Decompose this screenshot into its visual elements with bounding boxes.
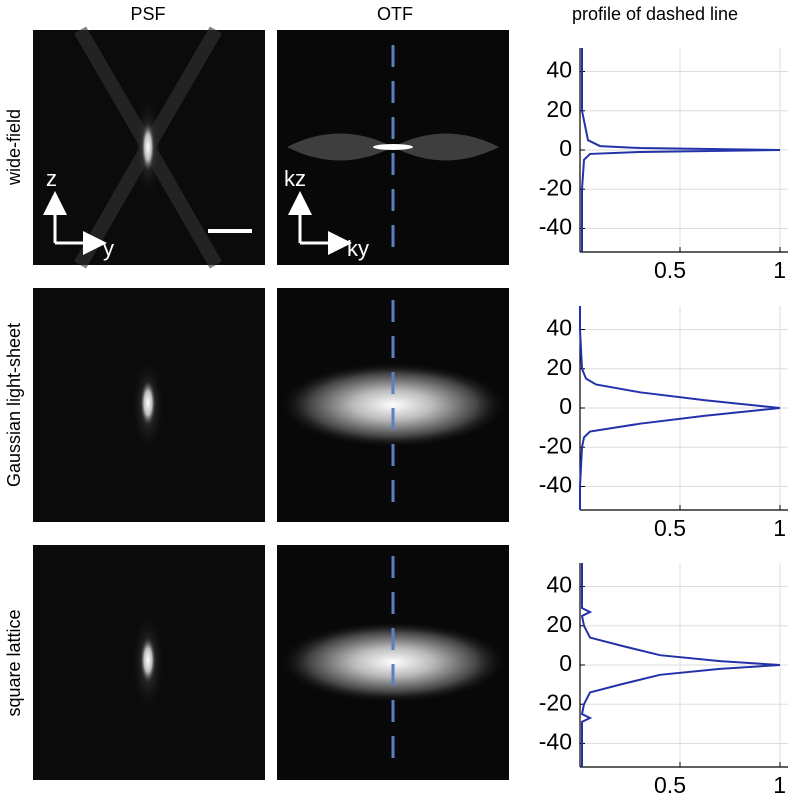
y-tick-label: -20 [539, 174, 572, 200]
y-tick-label: -20 [539, 432, 572, 458]
y-tick-label: 40 [546, 57, 572, 83]
column-title: PSF [130, 4, 165, 24]
y-tick-label: -40 [539, 729, 572, 755]
y-tick-label: -40 [539, 214, 572, 240]
column-title: OTF [377, 4, 413, 24]
profile-line [579, 306, 781, 510]
x-tick-label: 1 [773, 515, 786, 541]
x-tick-label: 0.5 [654, 257, 686, 283]
y-tick-label: -40 [539, 472, 572, 498]
axis-label: z [46, 166, 57, 191]
y-tick-label: -20 [539, 689, 572, 715]
row-label: wide-field [4, 109, 24, 186]
x-tick-label: 1 [773, 772, 786, 797]
axis-label: ky [347, 236, 369, 261]
row-label: Gaussian light-sheet [4, 323, 24, 487]
x-tick-label: 0.5 [654, 772, 686, 797]
axis-label: kz [284, 166, 306, 191]
y-tick-label: 20 [546, 96, 572, 122]
column-title: profile of dashed line [572, 4, 738, 24]
profile-line [580, 563, 781, 767]
x-tick-label: 1 [773, 257, 786, 283]
image-panels: z y kz ky [33, 26, 509, 780]
y-tick-label: 0 [559, 135, 572, 161]
y-tick-label: 0 [559, 393, 572, 419]
profile-line [581, 48, 781, 252]
y-tick-label: 40 [546, 572, 572, 598]
y-tick-label: 20 [546, 611, 572, 637]
row-label: square lattice [4, 609, 24, 716]
x-tick-label: 0.5 [654, 515, 686, 541]
axis-label: y [103, 236, 114, 261]
y-tick-label: 20 [546, 354, 572, 380]
y-tick-label: 40 [546, 315, 572, 341]
y-tick-label: 0 [559, 650, 572, 676]
